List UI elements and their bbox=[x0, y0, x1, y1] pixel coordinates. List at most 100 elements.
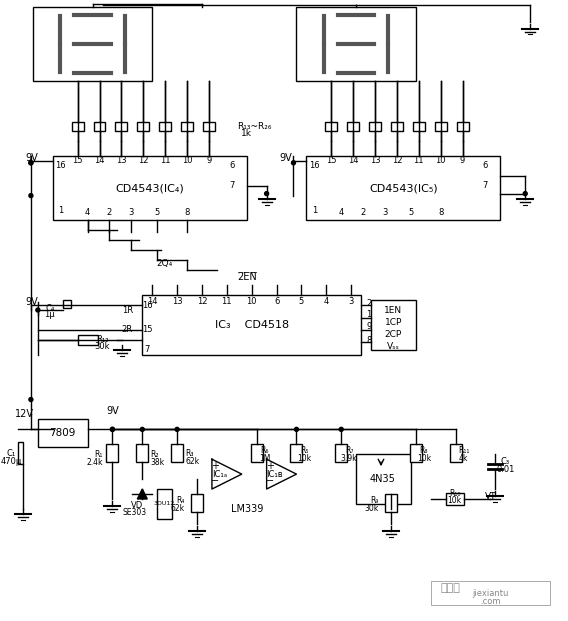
Circle shape bbox=[29, 161, 33, 165]
Text: 0.01: 0.01 bbox=[496, 465, 515, 474]
Text: 2: 2 bbox=[107, 208, 112, 217]
Bar bbox=[306, 156, 500, 220]
Bar bbox=[181, 122, 193, 131]
Circle shape bbox=[175, 427, 179, 432]
Text: 3.9k: 3.9k bbox=[341, 454, 357, 463]
Text: 7: 7 bbox=[145, 345, 150, 355]
Bar bbox=[385, 494, 397, 512]
Text: R₄: R₄ bbox=[177, 496, 185, 505]
Text: 6: 6 bbox=[483, 161, 488, 170]
Circle shape bbox=[29, 397, 33, 402]
Text: IC₁в: IC₁в bbox=[266, 469, 283, 479]
Bar bbox=[115, 122, 127, 131]
Text: 1: 1 bbox=[58, 206, 64, 215]
Text: R₃: R₃ bbox=[185, 449, 194, 458]
Text: 14: 14 bbox=[147, 297, 157, 306]
Text: 9: 9 bbox=[206, 156, 211, 165]
Text: 6: 6 bbox=[274, 297, 279, 306]
Text: 12: 12 bbox=[392, 156, 402, 165]
Text: R₈: R₈ bbox=[420, 446, 428, 455]
Text: 9V: 9V bbox=[106, 407, 119, 417]
Text: CD4543(IC₄): CD4543(IC₄) bbox=[115, 183, 184, 193]
Bar bbox=[191, 494, 203, 512]
Text: Vₛₛ: Vₛₛ bbox=[387, 342, 400, 351]
Text: 9: 9 bbox=[366, 322, 371, 332]
Text: +: + bbox=[211, 461, 219, 471]
Text: 10k: 10k bbox=[448, 496, 462, 505]
Text: 1: 1 bbox=[366, 310, 371, 319]
Text: 2CP: 2CP bbox=[385, 330, 402, 339]
Text: R₁: R₁ bbox=[94, 450, 102, 459]
Circle shape bbox=[294, 427, 298, 432]
Text: R₁₂: R₁₂ bbox=[96, 335, 108, 344]
Circle shape bbox=[36, 308, 40, 312]
Bar bbox=[136, 444, 148, 462]
Bar bbox=[347, 122, 359, 131]
Text: 3: 3 bbox=[129, 208, 134, 217]
Text: 13: 13 bbox=[116, 156, 127, 165]
Text: 10: 10 bbox=[182, 156, 193, 165]
Text: 30k: 30k bbox=[365, 504, 379, 514]
Text: jiexiantu: jiexiantu bbox=[472, 589, 508, 598]
Circle shape bbox=[339, 427, 343, 432]
Text: 1EN: 1EN bbox=[385, 306, 403, 314]
Text: R₁₃~R₂₆: R₁₃~R₂₆ bbox=[237, 122, 272, 132]
Bar bbox=[431, 581, 550, 605]
Circle shape bbox=[140, 427, 144, 432]
Text: 1M: 1M bbox=[259, 454, 270, 463]
Text: 3: 3 bbox=[349, 297, 354, 306]
Bar bbox=[38, 419, 87, 447]
Text: 8: 8 bbox=[366, 337, 371, 345]
Text: 10k: 10k bbox=[298, 454, 311, 463]
Text: CD4543(IC₅): CD4543(IC₅) bbox=[369, 183, 438, 193]
Text: R₂: R₂ bbox=[151, 450, 158, 459]
Bar bbox=[446, 493, 463, 505]
Text: 7: 7 bbox=[229, 181, 235, 190]
Text: 11: 11 bbox=[414, 156, 424, 165]
Bar bbox=[159, 122, 171, 131]
Text: R₉: R₉ bbox=[371, 496, 379, 505]
Text: 11: 11 bbox=[222, 297, 232, 306]
Bar bbox=[171, 444, 183, 462]
Circle shape bbox=[291, 161, 295, 165]
Text: 30k: 30k bbox=[95, 342, 110, 351]
Text: 9V: 9V bbox=[25, 297, 37, 307]
Text: R₁₁: R₁₁ bbox=[458, 446, 469, 455]
Circle shape bbox=[523, 192, 527, 196]
Text: 2: 2 bbox=[366, 299, 371, 307]
Text: SE303: SE303 bbox=[122, 509, 147, 517]
Text: 15: 15 bbox=[142, 325, 153, 334]
Text: 4: 4 bbox=[324, 297, 329, 306]
Text: 8: 8 bbox=[438, 208, 444, 217]
Text: +: + bbox=[266, 461, 274, 471]
Bar bbox=[335, 444, 347, 462]
Text: 13: 13 bbox=[172, 297, 182, 306]
Polygon shape bbox=[266, 459, 296, 489]
Bar bbox=[157, 489, 172, 519]
Text: 2̅E̅N̅: 2̅E̅N̅ bbox=[237, 272, 257, 282]
Text: 1μ: 1μ bbox=[44, 310, 55, 319]
Text: 2R: 2R bbox=[122, 325, 133, 334]
Text: R₅: R₅ bbox=[300, 446, 308, 455]
Text: 8: 8 bbox=[185, 208, 190, 217]
Text: 9V: 9V bbox=[279, 153, 293, 163]
Bar bbox=[290, 444, 302, 462]
Circle shape bbox=[29, 194, 33, 197]
Text: C₃: C₃ bbox=[501, 456, 510, 466]
Bar bbox=[18, 442, 23, 464]
Text: C₁: C₁ bbox=[6, 449, 16, 458]
Text: 6: 6 bbox=[229, 161, 235, 170]
Text: 7: 7 bbox=[483, 181, 488, 190]
Polygon shape bbox=[212, 459, 242, 489]
Bar bbox=[203, 122, 215, 131]
Text: C₄: C₄ bbox=[45, 304, 55, 312]
Bar bbox=[325, 122, 337, 131]
Bar bbox=[53, 156, 247, 220]
Bar bbox=[391, 122, 403, 131]
Text: 4: 4 bbox=[85, 208, 90, 217]
Bar bbox=[250, 444, 262, 462]
Text: 2.4k: 2.4k bbox=[86, 458, 102, 467]
Bar bbox=[72, 122, 83, 131]
Bar bbox=[356, 454, 411, 504]
Text: 1CP: 1CP bbox=[385, 319, 402, 327]
